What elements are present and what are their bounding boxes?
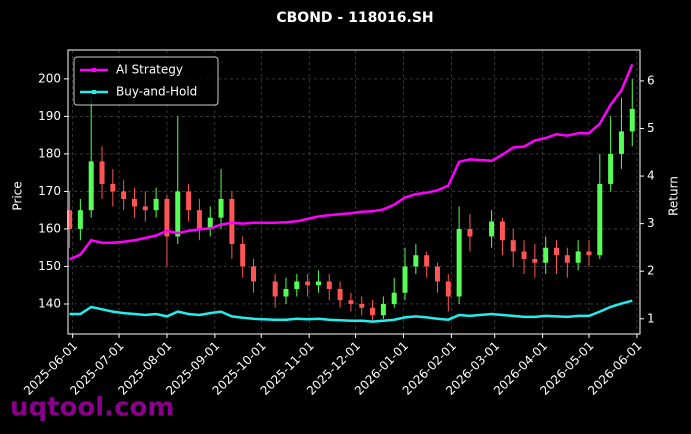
plot-frame bbox=[67, 49, 641, 335]
candle-body bbox=[77, 210, 83, 229]
candle-body bbox=[564, 255, 570, 263]
candle-body bbox=[67, 210, 73, 229]
line-series bbox=[69, 63, 634, 261]
candle-body bbox=[543, 247, 549, 263]
y-tick-label: 180 bbox=[38, 146, 61, 160]
candle-body bbox=[315, 281, 321, 286]
candle-body bbox=[186, 191, 192, 211]
candle-body bbox=[391, 292, 397, 304]
y2-tick-label: 1 bbox=[647, 311, 655, 325]
candle-body bbox=[413, 255, 419, 267]
candle-body bbox=[499, 221, 505, 241]
candle-body bbox=[575, 251, 581, 263]
y2-axis-label: Return bbox=[667, 176, 681, 216]
legend-marker bbox=[92, 90, 96, 94]
y-tick-label: 200 bbox=[38, 71, 61, 85]
candle-body bbox=[629, 108, 635, 132]
candle-body bbox=[618, 131, 624, 154]
y2-tick-label: 6 bbox=[647, 73, 655, 87]
candle-body bbox=[380, 303, 386, 316]
candle-body bbox=[99, 161, 105, 184]
y2-tick-label: 3 bbox=[647, 216, 655, 230]
candle-body bbox=[218, 198, 224, 218]
candle-body bbox=[326, 281, 332, 289]
candle-body bbox=[434, 266, 440, 282]
candle-body bbox=[467, 228, 473, 237]
candle-body bbox=[121, 191, 127, 199]
line-series bbox=[69, 299, 633, 323]
candle-body bbox=[402, 266, 408, 293]
candle-body bbox=[251, 266, 257, 282]
candle-body bbox=[153, 198, 159, 211]
candle-body bbox=[283, 288, 289, 297]
candle-body bbox=[370, 307, 376, 316]
candle-body bbox=[532, 258, 538, 263]
candle-body bbox=[586, 251, 592, 256]
y2-tick-label: 5 bbox=[647, 121, 655, 135]
y2-tick-label: 2 bbox=[647, 264, 655, 278]
y-tick-label: 150 bbox=[38, 259, 61, 273]
candle-body bbox=[554, 247, 560, 256]
candle-body bbox=[456, 228, 462, 297]
chart-title: CBOND - 118016.SH bbox=[276, 10, 433, 26]
watermark: uqtool.com bbox=[10, 393, 174, 423]
candle-body bbox=[489, 221, 495, 237]
candle-body bbox=[240, 243, 246, 267]
candle-body bbox=[164, 198, 170, 237]
candle-body bbox=[272, 281, 278, 297]
y-axis-label: Price bbox=[11, 181, 25, 210]
candle-body bbox=[294, 281, 300, 289]
candle-body bbox=[608, 153, 614, 184]
legend-label: Buy-and-Hold bbox=[116, 85, 197, 99]
candle-body bbox=[424, 255, 430, 267]
y-tick-label: 140 bbox=[38, 296, 61, 310]
candle-body bbox=[88, 161, 94, 211]
candle-body bbox=[445, 281, 451, 297]
y-tick-label: 160 bbox=[38, 221, 61, 235]
candle-body bbox=[337, 288, 343, 301]
legend-box bbox=[73, 56, 219, 106]
legend-marker bbox=[92, 68, 96, 72]
candle-body bbox=[521, 251, 527, 259]
y2-tick-label: 4 bbox=[647, 169, 655, 183]
y-tick-label: 190 bbox=[38, 109, 61, 123]
candle-body bbox=[359, 303, 365, 308]
candle-body bbox=[131, 198, 137, 207]
legend: AI Strategy Buy-and-Hold bbox=[73, 56, 219, 106]
candle-body bbox=[196, 210, 202, 229]
candle-body bbox=[305, 281, 311, 286]
candle-body bbox=[175, 191, 181, 237]
candle-body bbox=[348, 300, 354, 304]
candle-body bbox=[110, 183, 116, 192]
legend-label: AI Strategy bbox=[116, 63, 183, 77]
candle-body bbox=[597, 183, 603, 256]
candle-body bbox=[142, 206, 148, 211]
candle-body bbox=[510, 240, 516, 252]
candle-body bbox=[207, 217, 213, 229]
y-tick-label: 170 bbox=[38, 184, 61, 198]
